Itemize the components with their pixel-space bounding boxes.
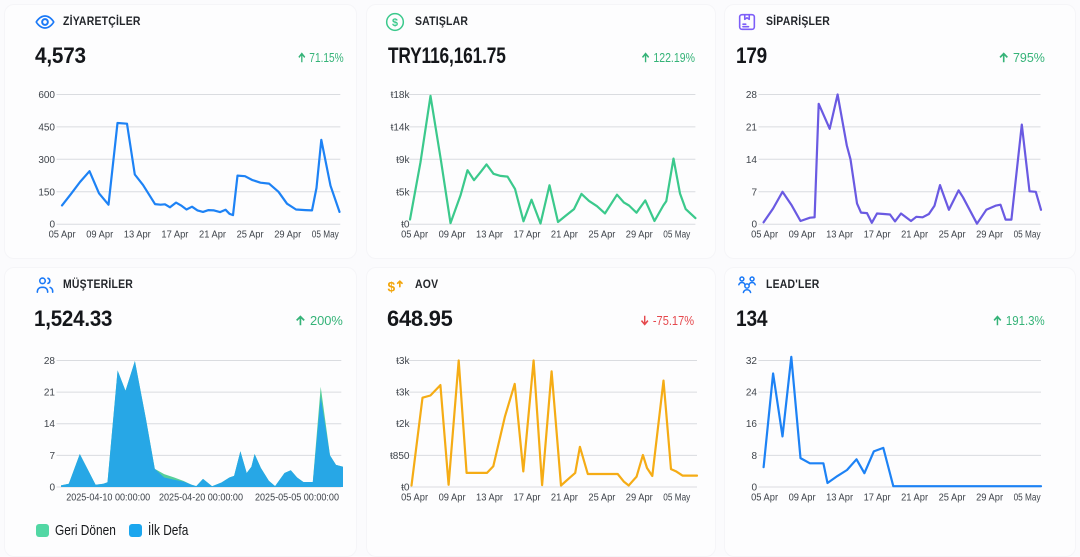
svg-text:13 Apr: 13 Apr — [826, 230, 854, 241]
svg-text:29 Apr: 29 Apr — [626, 492, 654, 503]
svg-text:150: 150 — [38, 187, 55, 198]
svg-text:2025-04-10 00:00:00: 2025-04-10 00:00:00 — [66, 492, 151, 503]
svg-text:600: 600 — [38, 90, 55, 101]
svg-text:05 May: 05 May — [1014, 230, 1041, 241]
svg-text:13 Apr: 13 Apr — [124, 230, 152, 241]
svg-text:14: 14 — [44, 419, 56, 430]
svg-text:21: 21 — [746, 122, 758, 133]
svg-text:450: 450 — [38, 122, 55, 133]
svg-text:25 Apr: 25 Apr — [588, 230, 616, 241]
svg-text:05 Apr: 05 Apr — [751, 492, 779, 503]
svg-text:ŧ9k: ŧ9k — [396, 155, 410, 166]
svg-text:13 Apr: 13 Apr — [826, 492, 854, 503]
svg-text:28: 28 — [746, 90, 758, 101]
svg-text:ŧ0: ŧ0 — [401, 220, 410, 231]
svg-text:0: 0 — [751, 220, 757, 231]
svg-text:32: 32 — [746, 356, 758, 367]
svg-text:300: 300 — [38, 155, 55, 166]
svg-text:29 Apr: 29 Apr — [274, 230, 302, 241]
svg-text:09 Apr: 09 Apr — [789, 492, 817, 503]
svg-text:21: 21 — [44, 388, 56, 399]
svg-text:05 Apr: 05 Apr — [401, 492, 429, 503]
svg-text:13 Apr: 13 Apr — [476, 230, 504, 241]
svg-text:ŧ3k: ŧ3k — [396, 356, 410, 367]
svg-text:21 Apr: 21 Apr — [901, 492, 929, 503]
svg-text:17 Apr: 17 Apr — [864, 492, 892, 503]
svg-text:28: 28 — [44, 356, 56, 367]
svg-text:21 Apr: 21 Apr — [551, 230, 579, 241]
svg-text:ŧ0: ŧ0 — [401, 483, 410, 494]
svg-text:05 May: 05 May — [663, 492, 690, 503]
svg-text:ŧ18k: ŧ18k — [391, 90, 411, 101]
svg-text:$: $ — [388, 279, 396, 294]
svg-text:29 Apr: 29 Apr — [976, 492, 1004, 503]
svg-text:ŧ5k: ŧ5k — [396, 187, 410, 198]
svg-text:21 Apr: 21 Apr — [551, 492, 579, 503]
svg-text:13 Apr: 13 Apr — [476, 492, 504, 503]
svg-text:2025-05-05 00:00:00: 2025-05-05 00:00:00 — [255, 492, 340, 503]
svg-text:29 Apr: 29 Apr — [626, 230, 654, 241]
svg-text:2025-04-20 00:00:00: 2025-04-20 00:00:00 — [159, 492, 244, 503]
svg-text:ŧ3k: ŧ3k — [396, 388, 410, 399]
svg-text:05 Apr: 05 Apr — [751, 230, 779, 241]
svg-text:14: 14 — [746, 155, 758, 166]
svg-text:09 Apr: 09 Apr — [439, 230, 467, 241]
svg-text:ŧ14k: ŧ14k — [391, 122, 411, 133]
svg-text:05 Apr: 05 Apr — [401, 230, 429, 241]
svg-text:8: 8 — [751, 451, 757, 462]
svg-text:05 May: 05 May — [663, 230, 690, 241]
svg-text:ŧ850: ŧ850 — [390, 451, 410, 462]
svg-text:$: $ — [392, 16, 398, 28]
svg-text:25 Apr: 25 Apr — [588, 492, 616, 503]
svg-text:17 Apr: 17 Apr — [161, 230, 189, 241]
svg-text:0: 0 — [751, 483, 757, 494]
svg-text:17 Apr: 17 Apr — [514, 492, 542, 503]
svg-text:0: 0 — [49, 483, 55, 494]
svg-text:25 Apr: 25 Apr — [939, 230, 967, 241]
svg-text:24: 24 — [746, 388, 758, 399]
svg-text:16: 16 — [746, 419, 758, 430]
svg-text:ŧ2k: ŧ2k — [396, 419, 410, 430]
svg-text:7: 7 — [49, 451, 55, 462]
svg-text:25 Apr: 25 Apr — [237, 230, 265, 241]
svg-text:25 Apr: 25 Apr — [939, 492, 967, 503]
svg-text:09 Apr: 09 Apr — [86, 230, 114, 241]
svg-text:0: 0 — [49, 220, 55, 231]
svg-text:05 May: 05 May — [312, 230, 339, 241]
svg-text:09 Apr: 09 Apr — [439, 492, 467, 503]
svg-text:21 Apr: 21 Apr — [199, 230, 227, 241]
svg-text:09 Apr: 09 Apr — [789, 230, 817, 241]
svg-text:05 May: 05 May — [1014, 492, 1041, 503]
svg-text:21 Apr: 21 Apr — [901, 230, 929, 241]
svg-text:29 Apr: 29 Apr — [976, 230, 1004, 241]
svg-text:7: 7 — [751, 187, 757, 198]
svg-text:17 Apr: 17 Apr — [514, 230, 542, 241]
svg-text:05 Apr: 05 Apr — [49, 230, 77, 241]
svg-text:17 Apr: 17 Apr — [864, 230, 892, 241]
